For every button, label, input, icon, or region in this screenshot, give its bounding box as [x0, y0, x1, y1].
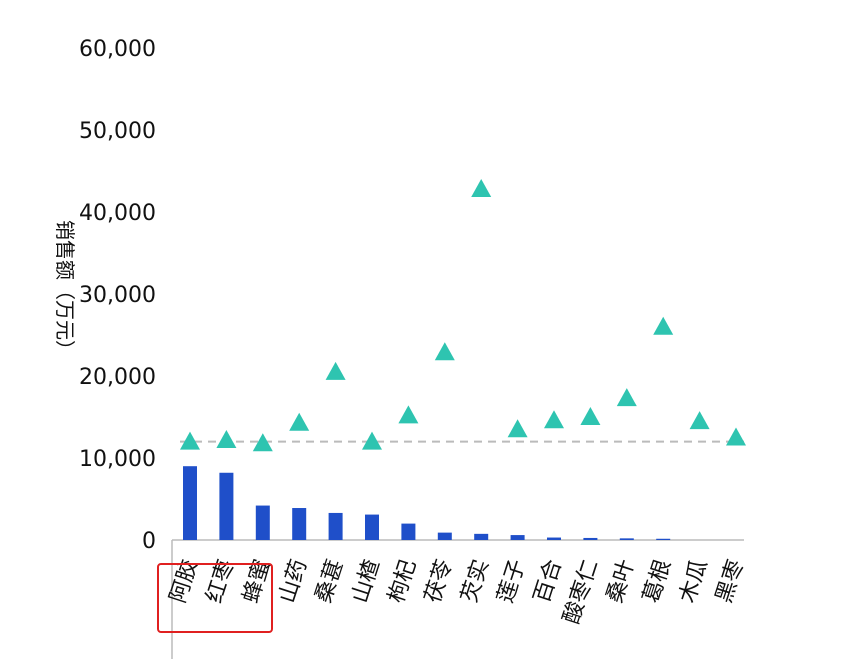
bar-series: [183, 466, 671, 540]
x-tick-label: 百合: [530, 557, 567, 607]
triangle-marker: [653, 316, 674, 335]
bar: [292, 508, 307, 540]
bar: [255, 505, 270, 540]
triangle-marker: [434, 342, 455, 361]
triangle-marker: [216, 429, 237, 448]
triangle-marker: [580, 407, 601, 425]
triangle-marker: [471, 179, 492, 198]
triangle-marker: [362, 431, 382, 450]
triangle-marker: [325, 361, 346, 380]
y-tick-label: 10,000: [79, 447, 156, 472]
triangle-marker: [689, 411, 710, 430]
bar: [547, 537, 561, 540]
triangle-marker: [544, 410, 564, 429]
bar: [656, 538, 671, 540]
bar: [219, 472, 234, 540]
y-tick-label: 60,000: [79, 37, 156, 62]
triangle-marker: [289, 412, 310, 431]
bar: [328, 512, 343, 540]
triangle-marker: [180, 431, 200, 450]
x-tick-label: 山药: [275, 557, 312, 607]
x-tick-label: 桑葚: [311, 557, 348, 607]
triangle-series: [180, 179, 746, 452]
x-tick-label: 黑枣: [712, 557, 749, 607]
y-tick-label: 20,000: [79, 365, 156, 390]
triangle-marker: [726, 427, 746, 446]
triangle-marker: [616, 388, 637, 407]
bar: [583, 537, 598, 540]
y-axis-ticks: 0 10,000 20,000 30,000 40,000 50,000 60,000: [79, 37, 156, 554]
x-tick-label: 莲子: [493, 557, 530, 607]
x-tick-label: 茯苓: [420, 557, 457, 607]
y-tick-label: 40,000: [79, 201, 156, 226]
x-tick-label: 山楂: [348, 557, 385, 607]
y-tick-label: 50,000: [79, 119, 156, 144]
triangle-marker: [507, 419, 528, 438]
bar: [365, 514, 379, 540]
x-tick-label: 桑叶: [602, 557, 639, 607]
bar: [474, 533, 489, 540]
bar: [510, 535, 525, 540]
y-tick-label: 0: [142, 529, 156, 554]
y-tick-label: 30,000: [79, 283, 156, 308]
highlight-box: [157, 563, 273, 633]
triangle-marker: [252, 433, 273, 452]
x-tick-label: 木瓜: [675, 557, 712, 607]
triangle-marker: [398, 405, 419, 424]
bar: [401, 523, 416, 540]
x-tick-label: 芡实: [457, 557, 494, 607]
bar: [437, 532, 452, 540]
y-axis-label: 销售额（万元）: [53, 220, 77, 360]
bar: [183, 466, 197, 540]
highlight-rectangle: [157, 563, 273, 633]
bar: [619, 538, 634, 540]
x-tick-label: 葛根: [639, 557, 676, 607]
x-tick-label: 枸杞: [384, 557, 421, 607]
